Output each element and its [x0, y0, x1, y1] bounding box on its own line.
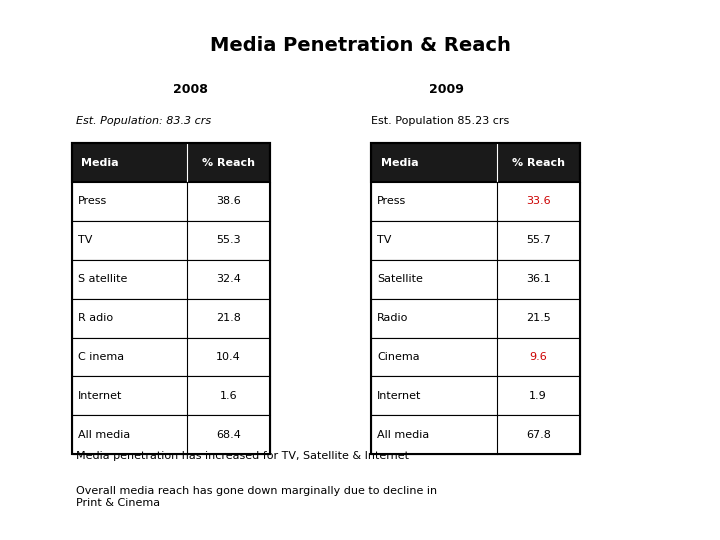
- Text: 38.6: 38.6: [216, 197, 241, 206]
- Text: 36.1: 36.1: [526, 274, 551, 284]
- Bar: [72, 338, 270, 376]
- Text: % Reach: % Reach: [202, 158, 255, 167]
- Text: 21.5: 21.5: [526, 313, 551, 323]
- Bar: [72, 182, 270, 221]
- Text: 2008: 2008: [174, 83, 208, 96]
- Text: Cinema: Cinema: [377, 352, 420, 362]
- Text: Media Penetration & Reach: Media Penetration & Reach: [210, 36, 510, 56]
- Bar: [72, 143, 270, 182]
- Text: R adio: R adio: [78, 313, 113, 323]
- Bar: [371, 415, 580, 454]
- Text: TV: TV: [377, 235, 392, 245]
- Text: 21.8: 21.8: [216, 313, 241, 323]
- Text: Media: Media: [381, 158, 418, 167]
- Text: Press: Press: [377, 197, 406, 206]
- Bar: [371, 143, 580, 182]
- Text: % Reach: % Reach: [512, 158, 564, 167]
- Text: C inema: C inema: [78, 352, 124, 362]
- Text: Satellite: Satellite: [377, 274, 423, 284]
- Text: Est. Population: 83.3 crs: Est. Population: 83.3 crs: [76, 117, 211, 126]
- Text: 55.7: 55.7: [526, 235, 551, 245]
- Text: All media: All media: [377, 430, 429, 440]
- Text: Radio: Radio: [377, 313, 408, 323]
- Bar: [72, 299, 270, 338]
- Bar: [371, 260, 580, 299]
- Text: 32.4: 32.4: [216, 274, 241, 284]
- Text: 68.4: 68.4: [216, 430, 241, 440]
- Text: All media: All media: [78, 430, 130, 440]
- Bar: [72, 221, 270, 260]
- Bar: [72, 260, 270, 299]
- Bar: [371, 143, 580, 454]
- Bar: [371, 182, 580, 221]
- Text: 67.8: 67.8: [526, 430, 551, 440]
- Bar: [371, 221, 580, 260]
- Text: TV: TV: [78, 235, 92, 245]
- Text: Internet: Internet: [377, 391, 421, 401]
- Bar: [371, 338, 580, 376]
- Text: 1.6: 1.6: [220, 391, 238, 401]
- Text: 55.3: 55.3: [216, 235, 241, 245]
- Text: 1.9: 1.9: [529, 391, 547, 401]
- Text: Media penetration has increased for TV, Satellite & Internet: Media penetration has increased for TV, …: [76, 451, 409, 461]
- Text: 33.6: 33.6: [526, 197, 551, 206]
- Text: Press: Press: [78, 197, 107, 206]
- Bar: [72, 143, 270, 454]
- Text: 2009: 2009: [429, 83, 464, 96]
- Text: 9.6: 9.6: [529, 352, 547, 362]
- Text: Internet: Internet: [78, 391, 122, 401]
- Text: 10.4: 10.4: [216, 352, 241, 362]
- Bar: [371, 299, 580, 338]
- Bar: [371, 376, 580, 415]
- Text: Est. Population 85.23 crs: Est. Population 85.23 crs: [371, 117, 509, 126]
- Text: S atellite: S atellite: [78, 274, 127, 284]
- Bar: [72, 415, 270, 454]
- Bar: [72, 376, 270, 415]
- Text: Media: Media: [81, 158, 119, 167]
- Text: Overall media reach has gone down marginally due to decline in
Print & Cinema: Overall media reach has gone down margin…: [76, 486, 437, 508]
